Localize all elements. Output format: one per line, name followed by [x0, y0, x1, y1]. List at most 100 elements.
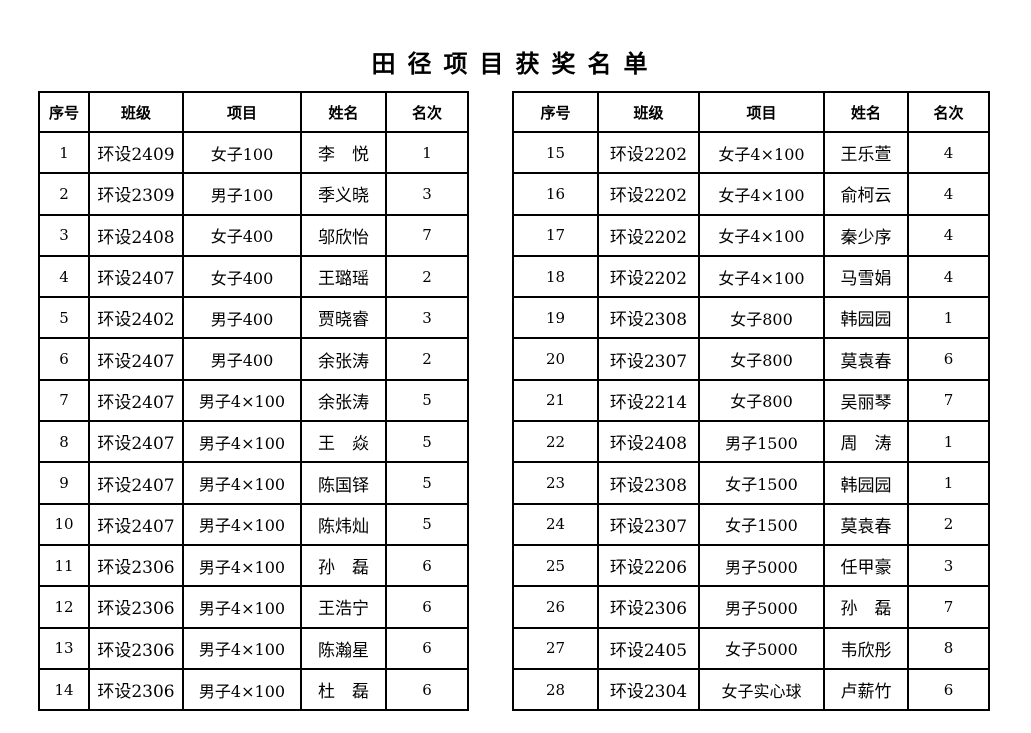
cell-event: 男子4×100	[182, 667, 302, 712]
cell-rank: 2	[385, 254, 469, 299]
cell-rank: 1	[907, 296, 990, 340]
cell-event: 女子4×100	[698, 213, 825, 257]
cell-name: 孙 磊	[300, 543, 387, 588]
cell-name: 陈瀚星	[300, 626, 387, 670]
table-row: 4 环设2407 女子400 王璐瑶 2	[38, 254, 469, 299]
cell-name: 陈炜灿	[300, 502, 387, 546]
cell-index: 3	[38, 213, 90, 257]
cell-index: 11	[38, 543, 90, 588]
cell-rank: 4	[907, 172, 990, 216]
table-row: 27 环设2405 女子5000 韦欣彤 8	[512, 626, 990, 670]
cell-event: 男子4×100	[182, 585, 302, 629]
cell-class: 环设2407	[88, 420, 184, 464]
table-row: 23 环设2308 女子1500 韩园园 1	[512, 461, 990, 505]
cell-class: 环设2202	[597, 130, 700, 175]
cell-rank: 7	[907, 378, 990, 423]
document-title: 田径项目获奖名单	[371, 50, 660, 78]
cell-name: 马雪娟	[823, 254, 909, 299]
table-row: 2 环设2309 男子100 季义晓 3	[38, 172, 469, 216]
cell-name: 王乐萱	[823, 130, 909, 175]
cell-name: 孙 磊	[823, 585, 909, 629]
cell-name: 韦欣彤	[823, 626, 909, 670]
cell-name: 杜 磊	[300, 667, 387, 712]
header-class: 班级	[597, 91, 700, 133]
cell-rank: 4	[907, 254, 990, 299]
cell-class: 环设2202	[597, 254, 700, 299]
cell-name: 王浩宁	[300, 585, 387, 629]
cell-event: 女子400	[182, 213, 302, 257]
cell-index: 16	[512, 172, 599, 216]
cell-rank: 7	[385, 213, 469, 257]
cell-class: 环设2306	[88, 626, 184, 670]
cell-event: 男子5000	[698, 543, 825, 588]
cell-rank: 4	[907, 130, 990, 175]
table-row: 7 环设2407 男子4×100 余张涛 5	[38, 378, 469, 423]
cell-index: 28	[512, 667, 599, 712]
cell-index: 13	[38, 626, 90, 670]
cell-event: 女子800	[698, 337, 825, 381]
table-row: 18 环设2202 女子4×100 马雪娟 4	[512, 254, 990, 299]
cell-class: 环设2407	[88, 254, 184, 299]
cell-index: 26	[512, 585, 599, 629]
cell-index: 9	[38, 461, 90, 505]
header-event: 项目	[182, 91, 302, 133]
cell-index: 4	[38, 254, 90, 299]
cell-class: 环设2202	[597, 213, 700, 257]
cell-index: 27	[512, 626, 599, 670]
table-row: 15 环设2202 女子4×100 王乐萱 4	[512, 130, 990, 175]
cell-name: 卢薪竹	[823, 667, 909, 712]
cell-name: 王 焱	[300, 420, 387, 464]
table-row: 19 环设2308 女子800 韩园园 1	[512, 296, 990, 340]
table-row: 25 环设2206 男子5000 任甲豪 3	[512, 543, 990, 588]
cell-class: 环设2307	[597, 502, 700, 546]
cell-event: 男子400	[182, 337, 302, 381]
cell-index: 23	[512, 461, 599, 505]
cell-event: 女子5000	[698, 626, 825, 670]
cell-rank: 8	[907, 626, 990, 670]
cell-rank: 6	[385, 667, 469, 712]
cell-name: 邬欣怡	[300, 213, 387, 257]
table-row: 24 环设2307 女子1500 莫袁春 2	[512, 502, 990, 546]
cell-event: 男子4×100	[182, 378, 302, 423]
table-row: 17 环设2202 女子4×100 秦少序 4	[512, 213, 990, 257]
cell-event: 女子实心球	[698, 667, 825, 712]
cell-name: 俞柯云	[823, 172, 909, 216]
cell-index: 5	[38, 296, 90, 340]
cell-event: 男子5000	[698, 585, 825, 629]
cell-index: 1	[38, 130, 90, 175]
cell-index: 10	[38, 502, 90, 546]
table-row: 12 环设2306 男子4×100 王浩宁 6	[38, 585, 469, 629]
header-event: 项目	[698, 91, 825, 133]
cell-class: 环设2407	[88, 461, 184, 505]
cell-rank: 4	[907, 213, 990, 257]
cell-name: 莫袁春	[823, 502, 909, 546]
header-rank: 名次	[907, 91, 990, 133]
cell-event: 女子4×100	[698, 254, 825, 299]
cell-index: 8	[38, 420, 90, 464]
cell-index: 20	[512, 337, 599, 381]
cell-name: 莫袁春	[823, 337, 909, 381]
cell-rank: 2	[907, 502, 990, 546]
cell-rank: 5	[385, 378, 469, 423]
cell-rank: 7	[907, 585, 990, 629]
cell-rank: 6	[385, 626, 469, 670]
cell-class: 环设2306	[88, 667, 184, 712]
cell-index: 17	[512, 213, 599, 257]
header-name: 姓名	[300, 91, 387, 133]
cell-name: 季义晓	[300, 172, 387, 216]
table-row: 21 环设2214 女子800 吴丽琴 7	[512, 378, 990, 423]
cell-class: 环设2214	[597, 378, 700, 423]
cell-name: 贾晓睿	[300, 296, 387, 340]
cell-event: 女子1500	[698, 461, 825, 505]
table-row: 5 环设2402 男子400 贾晓睿 3	[38, 296, 469, 340]
cell-rank: 1	[385, 130, 469, 175]
cell-event: 男子4×100	[182, 626, 302, 670]
cell-rank: 6	[907, 337, 990, 381]
cell-class: 环设2206	[597, 543, 700, 588]
cell-event: 女子800	[698, 296, 825, 340]
cell-class: 环设2306	[597, 585, 700, 629]
cell-index: 12	[38, 585, 90, 629]
cell-index: 24	[512, 502, 599, 546]
